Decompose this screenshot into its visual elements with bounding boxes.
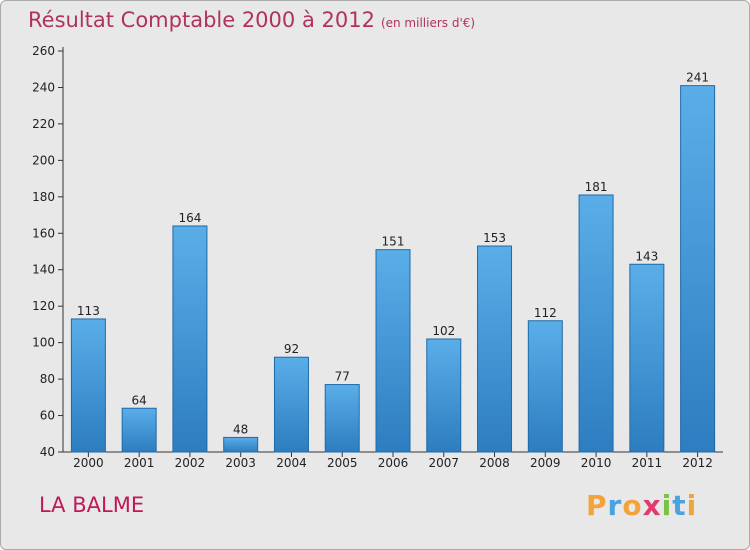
bar-2000	[70, 318, 106, 453]
bar-2005	[324, 384, 360, 453]
bar-2009	[527, 320, 563, 453]
bar-2010	[578, 194, 614, 453]
y-tick-label: 60	[40, 409, 55, 423]
chart-subtitle: (en milliers d'€)	[380, 16, 476, 30]
data-label-2003: 48	[233, 422, 248, 436]
bar-2008	[477, 245, 513, 453]
x-tick-label-2004: 2004	[276, 456, 307, 470]
y-tick-label: 160	[32, 226, 55, 240]
bar-2004	[273, 356, 309, 453]
y-tick-label: 100	[32, 336, 55, 350]
data-label-2012: 241	[686, 71, 709, 85]
bar-2006	[375, 249, 411, 453]
x-tick-label-2001: 2001	[124, 456, 155, 470]
x-tick-label-2012: 2012	[682, 456, 713, 470]
data-label-2002: 164	[178, 211, 201, 225]
y-tick-label: 140	[32, 263, 55, 277]
bar-2007	[426, 338, 462, 453]
bar-2012	[680, 85, 716, 453]
y-tick-label: 240	[32, 80, 55, 94]
bar-2002	[172, 225, 208, 453]
bar-2011	[629, 263, 665, 453]
x-tick-label-2009: 2009	[530, 456, 561, 470]
y-tick-label: 80	[40, 372, 55, 386]
logo-letter: o	[622, 489, 643, 522]
chart-title: Résultat Comptable 2000 à 2012 (en millie…	[28, 8, 475, 32]
y-tick-label: 260	[32, 44, 55, 58]
y-tick-label: 40	[40, 445, 55, 459]
data-label-2011: 143	[635, 249, 658, 263]
logo-letter: r	[607, 489, 623, 522]
bar-2001	[121, 407, 157, 453]
x-tick-label-2002: 2002	[175, 456, 206, 470]
data-label-2006: 151	[382, 235, 405, 249]
x-tick-label-2011: 2011	[632, 456, 663, 470]
logo-letter: i	[661, 489, 673, 522]
chart-title-text: Résultat Comptable 2000 à 2012	[28, 8, 375, 32]
logo-letter: x	[642, 489, 662, 522]
y-tick-label: 200	[32, 153, 55, 167]
x-tick-label-2006: 2006	[378, 456, 409, 470]
data-label-2001: 64	[132, 393, 147, 407]
data-label-2004: 92	[284, 342, 299, 356]
logo-letter: t	[672, 489, 687, 522]
logo-letter: P	[586, 489, 608, 522]
x-tick-label-2005: 2005	[327, 456, 358, 470]
data-label-2009: 112	[534, 306, 557, 320]
data-label-2010: 181	[585, 180, 608, 194]
data-label-2008: 153	[483, 231, 506, 245]
y-tick-label: 120	[32, 299, 55, 313]
data-label-2007: 102	[432, 324, 455, 338]
x-tick-label-2008: 2008	[479, 456, 510, 470]
x-tick-label-2007: 2007	[428, 456, 459, 470]
data-label-2005: 77	[335, 370, 350, 384]
bar-2003	[223, 436, 259, 453]
commune-name: LA BALME	[39, 493, 145, 517]
x-tick-label-2010: 2010	[581, 456, 612, 470]
x-tick-label-2003: 2003	[225, 456, 256, 470]
y-tick-label: 180	[32, 190, 55, 204]
y-tick-label: 220	[32, 117, 55, 131]
logo-letter: i	[686, 489, 698, 522]
x-tick-label-2000: 2000	[73, 456, 104, 470]
data-label-2000: 113	[77, 304, 100, 318]
proxiti-logo: Proxiti	[586, 489, 697, 522]
